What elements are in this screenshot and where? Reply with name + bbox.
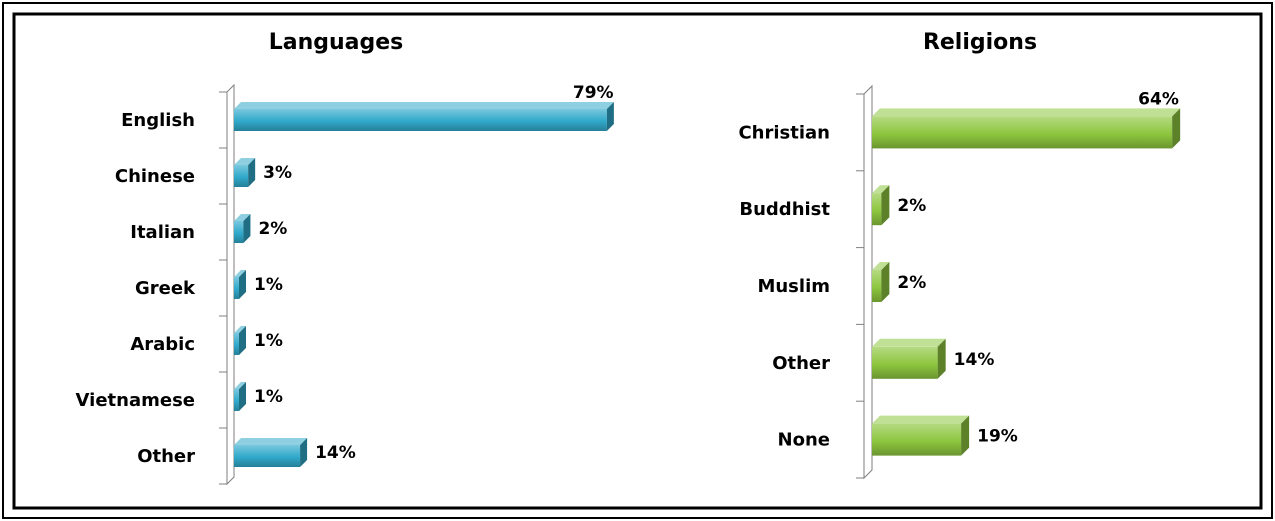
languages-category-label: Arabic xyxy=(130,334,195,355)
languages-bar-front xyxy=(234,165,249,187)
languages-category-label: Italian xyxy=(130,222,195,243)
religions-bar-buddhist xyxy=(872,185,890,226)
religions-bar-front xyxy=(872,270,882,302)
languages-bar-other xyxy=(234,438,308,467)
religions-bar-top xyxy=(872,338,946,347)
languages-axis-wall xyxy=(226,83,235,486)
religions-bar-none xyxy=(872,415,970,456)
languages-chart-marks: English 79% Chinese 3% Italian 2% Greek 1% Arabi… xyxy=(76,83,614,486)
religions-bar-top xyxy=(872,185,890,194)
languages-bar-top xyxy=(234,158,256,165)
religions-axis-wall xyxy=(863,84,873,480)
religions-bar-side xyxy=(1172,108,1181,149)
languages-bar-top xyxy=(234,326,246,333)
religions-bar-front xyxy=(872,116,1173,149)
languages-bar-greek xyxy=(234,270,246,299)
languages-bar-top xyxy=(234,270,246,277)
languages-bar-side xyxy=(239,270,246,299)
languages-bar-top xyxy=(234,382,246,389)
religions-value-label: 19% xyxy=(977,427,1018,447)
religions-category-label: Other xyxy=(772,353,830,374)
languages-bar-side xyxy=(300,438,308,467)
religions-category-label: Christian xyxy=(738,122,830,143)
religions-chart-title: Religions xyxy=(923,30,1037,55)
languages-value-label: 14% xyxy=(315,443,356,463)
religions-bar-front xyxy=(872,346,938,379)
languages-bar-top xyxy=(234,102,614,109)
inner-border xyxy=(12,12,1263,510)
languages-value-label: 1% xyxy=(254,331,283,351)
languages-value-label: 2% xyxy=(258,219,287,239)
languages-category-label: Vietnamese xyxy=(76,390,195,411)
religions-category-label: Buddhist xyxy=(739,199,830,220)
languages-bar-italian xyxy=(234,214,251,243)
languages-bar-top xyxy=(234,214,251,221)
languages-bar-chinese xyxy=(234,158,256,187)
religions-category-label: None xyxy=(778,430,830,451)
religions-bar-front xyxy=(872,193,882,226)
languages-category-label: Other xyxy=(137,446,195,467)
languages-bar-side xyxy=(606,102,614,131)
languages-value-label: 1% xyxy=(254,387,283,407)
languages-bar-side xyxy=(243,214,251,243)
religions-bar-side xyxy=(881,262,890,302)
languages-category-label: Greek xyxy=(135,278,196,299)
religions-chart-marks: Christian 64% Buddhist 2% Muslim 2% Other 14% No… xyxy=(738,84,1181,480)
religions-bar-side xyxy=(937,338,946,379)
languages-bar-arabic xyxy=(234,326,246,355)
languages-chart: Languages English 79% Chinese 3% Italian 2% Gr… xyxy=(76,30,614,486)
religions-bar-side xyxy=(961,415,970,456)
languages-bar-side xyxy=(239,382,246,411)
languages-value-label: 1% xyxy=(254,275,283,295)
religions-bar-top xyxy=(872,108,1181,117)
languages-bar-side xyxy=(248,158,256,187)
religions-value-label: 2% xyxy=(897,196,926,216)
religions-bar-muslim xyxy=(872,262,890,302)
languages-bar-side xyxy=(239,326,246,355)
languages-chart-title: Languages xyxy=(269,30,404,55)
languages-bar-vietnamese xyxy=(234,382,246,411)
languages-bar-front xyxy=(234,277,239,299)
languages-category-label: Chinese xyxy=(115,166,195,187)
languages-bar-top xyxy=(234,438,308,445)
languages-bar-front xyxy=(234,389,239,411)
religions-category-label: Muslim xyxy=(757,276,830,297)
religions-bar-christian xyxy=(872,108,1181,149)
religions-value-label: 64% xyxy=(1138,89,1179,109)
languages-bar-front xyxy=(234,109,607,131)
languages-bar-front xyxy=(234,221,244,243)
languages-bar-front xyxy=(234,445,301,467)
religions-bar-top xyxy=(872,262,890,270)
languages-value-label: 3% xyxy=(263,163,292,183)
religions-value-label: 14% xyxy=(954,350,995,370)
religions-bar-front xyxy=(872,423,962,456)
religions-chart: Religions Christian 64% Buddhist 2% Muslim 2%… xyxy=(738,30,1181,480)
languages-bar-english xyxy=(234,102,614,131)
religions-value-label: 2% xyxy=(897,273,926,293)
languages-bar-front xyxy=(234,333,239,355)
languages-category-label: English xyxy=(121,110,195,131)
religions-bar-side xyxy=(881,185,890,226)
religions-bar-other xyxy=(872,338,946,379)
religions-bar-top xyxy=(872,415,970,424)
languages-value-label: 79% xyxy=(573,83,614,103)
